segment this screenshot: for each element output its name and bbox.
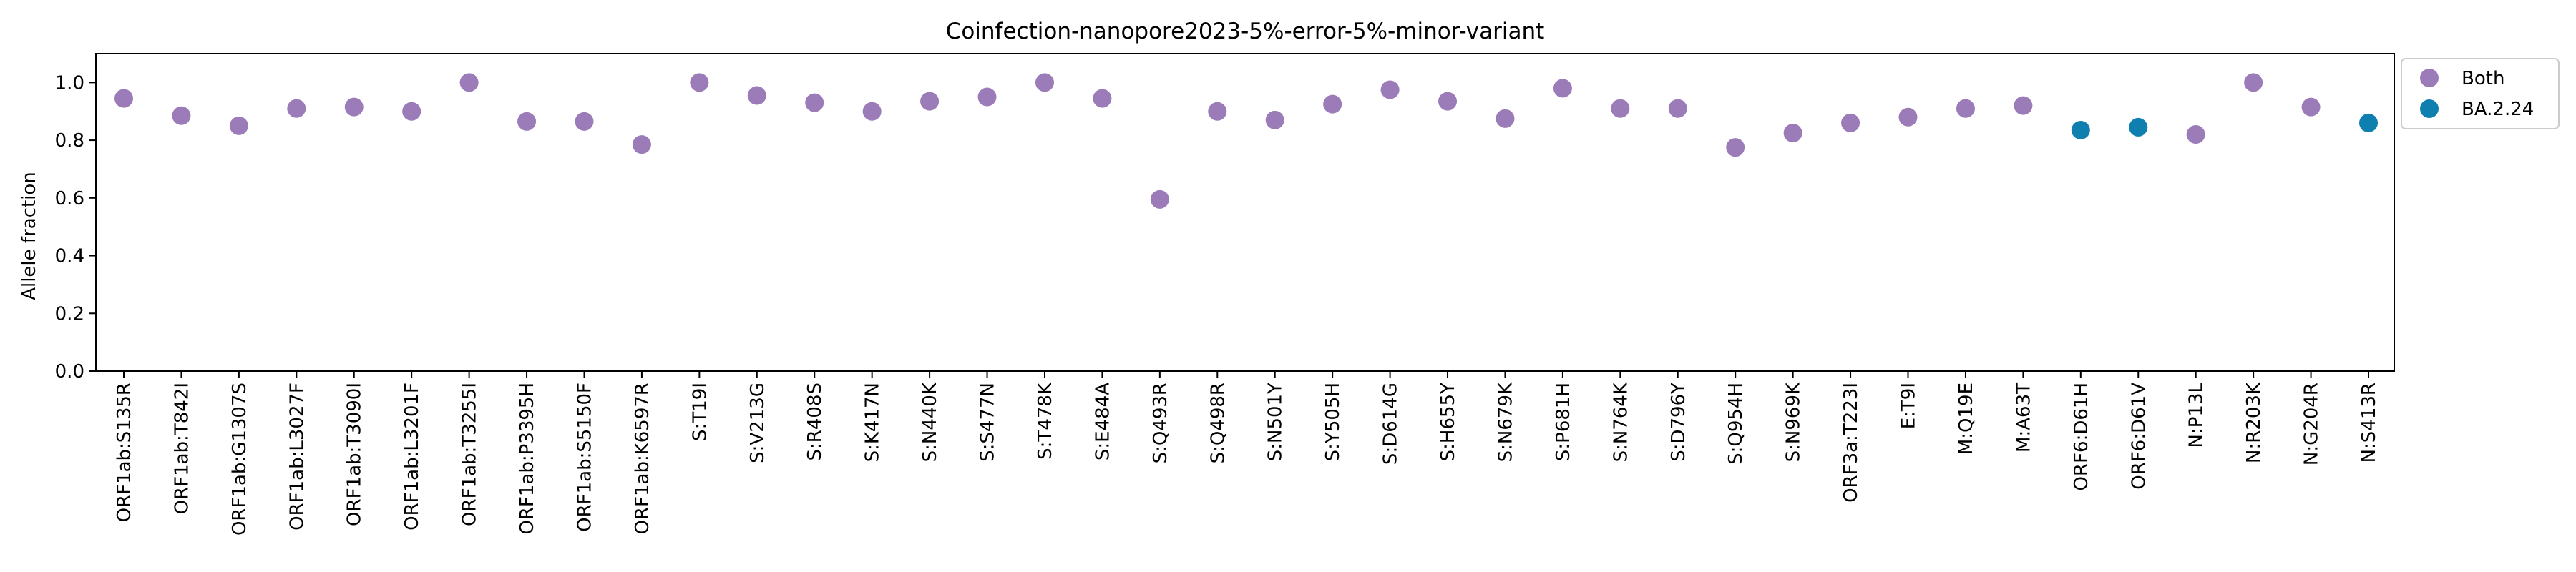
data-point bbox=[1093, 89, 1112, 108]
legend-marker-ba224 bbox=[2420, 99, 2439, 118]
data-point bbox=[402, 102, 421, 121]
x-tick-label: ORF1ab:S5150F bbox=[574, 383, 595, 532]
y-tick-label: 0.6 bbox=[55, 188, 84, 209]
x-tick-label: ORF1ab:T3255I bbox=[459, 383, 481, 526]
x-tick-label: S:E484A bbox=[1092, 383, 1113, 460]
y-tick-label: 0.2 bbox=[55, 303, 84, 325]
data-point bbox=[920, 92, 940, 111]
data-point bbox=[114, 89, 133, 108]
x-tick-label: S:N440K bbox=[919, 382, 941, 462]
x-tick-label: ORF1ab:K6597R bbox=[632, 383, 653, 535]
legend: Both BA.2.24 bbox=[2401, 58, 2560, 129]
y-tick-label: 0.8 bbox=[55, 130, 84, 152]
x-tick-label: S:S477N bbox=[977, 383, 999, 462]
data-point bbox=[1150, 189, 1169, 209]
x-tick-label: S:Q493R bbox=[1150, 383, 1171, 463]
x-tick-label: N:G204R bbox=[2301, 383, 2323, 465]
x-tick-label: ORF1ab:L3201F bbox=[401, 383, 423, 531]
x-tick-label: S:N764K bbox=[1610, 382, 1631, 462]
x-tick-label: S:N679K bbox=[1495, 382, 1516, 462]
y-axis: 0.0 0.2 0.4 0.6 0.8 1.0 bbox=[55, 72, 96, 383]
y-tick-label: 0.4 bbox=[55, 246, 84, 267]
data-point bbox=[517, 112, 537, 131]
legend-box bbox=[2401, 58, 2560, 129]
x-tick-label: S:R408S bbox=[804, 383, 826, 460]
plot-frame bbox=[95, 53, 2395, 372]
legend-label-both: Both bbox=[2462, 68, 2504, 89]
data-point bbox=[690, 73, 709, 92]
x-tick-label: E:T9I bbox=[1898, 383, 1920, 429]
data-point bbox=[977, 87, 997, 107]
data-point bbox=[1668, 99, 1687, 118]
x-tick-label: S:Y505H bbox=[1322, 383, 1344, 461]
x-tick-label: N:P13L bbox=[2186, 382, 2207, 448]
data-point bbox=[1323, 94, 1342, 114]
data-point bbox=[1438, 92, 1458, 111]
data-point bbox=[747, 86, 766, 105]
chart-title: Coinfection-nanopore2023-5%-error-5%-min… bbox=[946, 19, 1545, 44]
x-tick-label: ORF1ab:L3027F bbox=[286, 383, 308, 531]
data-point bbox=[2186, 125, 2205, 144]
x-tick-label: S:H655Y bbox=[1438, 383, 1459, 461]
data-point bbox=[1611, 99, 1630, 118]
data-point bbox=[632, 135, 651, 154]
data-point bbox=[1208, 102, 1227, 121]
x-tick-label: N:R203K bbox=[2243, 382, 2265, 463]
x-tick-label: S:T19I bbox=[689, 383, 711, 441]
x-tick-label: ORF1ab:P3395H bbox=[517, 383, 538, 535]
data-point bbox=[1380, 80, 1400, 99]
data-point bbox=[1553, 79, 1572, 98]
x-tick-label: ORF6:D61H bbox=[2071, 383, 2092, 490]
data-point bbox=[459, 73, 479, 92]
x-tick-label: S:T478K bbox=[1035, 382, 1056, 460]
data-point bbox=[575, 112, 594, 131]
x-tick-label: ORF1ab:G1307S bbox=[229, 383, 250, 536]
data-point bbox=[229, 116, 248, 135]
y-axis-label: Allele fraction bbox=[19, 172, 40, 300]
x-tick-label: ORF1ab:T3090I bbox=[344, 383, 366, 526]
legend-marker-both bbox=[2420, 69, 2439, 87]
data-point bbox=[2014, 96, 2033, 115]
data-point bbox=[2129, 117, 2148, 137]
data-point bbox=[2301, 97, 2321, 117]
x-axis: ORF1ab:S135R ORF1ab:T842I ORF1ab:G1307S ORF… bbox=[114, 371, 2380, 536]
data-point bbox=[1726, 138, 1745, 157]
x-tick-label: S:K417N bbox=[862, 383, 884, 462]
data-point bbox=[1496, 109, 1515, 128]
x-tick-label: S:V213G bbox=[747, 383, 769, 463]
x-tick-label: S:N501Y bbox=[1265, 383, 1287, 461]
y-tick-label: 1.0 bbox=[55, 72, 84, 94]
data-point bbox=[287, 99, 306, 118]
x-tick-label: S:P681H bbox=[1553, 383, 1574, 461]
data-point bbox=[344, 97, 364, 117]
data-point bbox=[805, 93, 824, 112]
x-tick-label: ORF1ab:S135R bbox=[114, 383, 135, 522]
data-point bbox=[1898, 107, 1918, 127]
data-points bbox=[114, 73, 2378, 209]
x-tick-label: S:Q954H bbox=[1725, 383, 1747, 465]
x-tick-label: M:Q19E bbox=[1956, 383, 1977, 455]
x-tick-label: M:A63T bbox=[2013, 383, 2034, 453]
x-tick-label: ORF6:D61V bbox=[2128, 383, 2150, 490]
data-point bbox=[862, 102, 882, 121]
data-point bbox=[2071, 120, 2090, 139]
x-tick-label: ORF1ab:T842I bbox=[171, 383, 192, 514]
x-tick-label: S:D796Y bbox=[1668, 383, 1689, 462]
data-point bbox=[2359, 113, 2378, 132]
x-tick-label: S:N969K bbox=[1783, 382, 1805, 462]
data-point bbox=[1265, 110, 1284, 129]
x-tick-label: ORF3a:T223I bbox=[1840, 383, 1862, 503]
data-point bbox=[2244, 73, 2263, 92]
x-tick-label: N:S413R bbox=[2358, 383, 2380, 463]
data-point bbox=[1035, 73, 1054, 92]
data-point bbox=[1956, 99, 1975, 118]
y-tick-label: 0.0 bbox=[55, 361, 84, 383]
data-point bbox=[1783, 124, 1802, 142]
data-point bbox=[1841, 113, 1860, 132]
legend-label-ba224: BA.2.24 bbox=[2462, 99, 2534, 120]
x-tick-label: S:Q498R bbox=[1207, 383, 1229, 463]
x-tick-label: S:D614G bbox=[1380, 383, 1402, 465]
data-point bbox=[172, 106, 191, 125]
